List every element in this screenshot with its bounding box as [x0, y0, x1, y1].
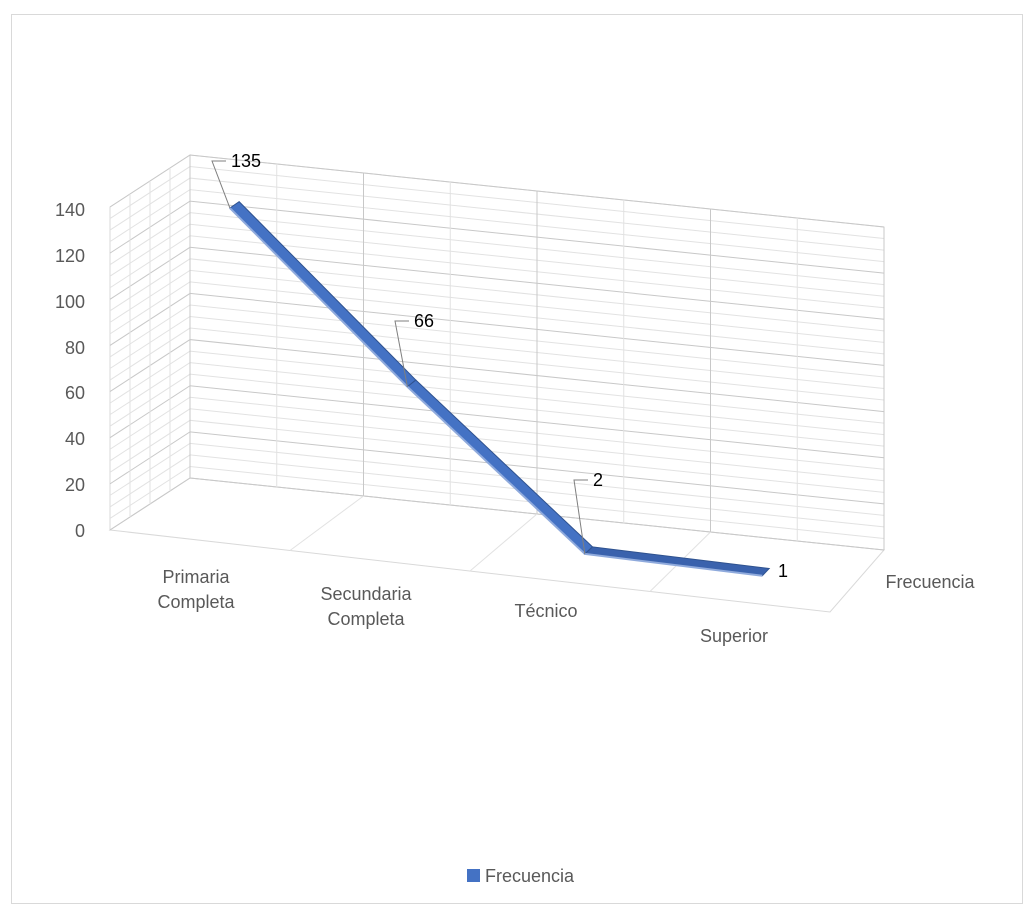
y-tick-label: 120	[55, 246, 85, 266]
minor-gridline	[109, 465, 885, 539]
data-label: 1	[778, 561, 788, 581]
x-category-label: Técnico	[514, 601, 577, 621]
x-category-label: Completa	[157, 592, 235, 612]
data-label-leaders	[211, 160, 588, 554]
y-tick-label: 20	[65, 475, 85, 495]
chart-series	[229, 200, 771, 577]
x-category-label: Completa	[327, 609, 405, 629]
y-tick-label: 40	[65, 429, 85, 449]
y-tick-label: 60	[65, 383, 85, 403]
series-ribbon-edge	[229, 207, 409, 388]
series-ribbon-segment	[229, 200, 417, 388]
leader-line	[211, 160, 231, 209]
floor-separator	[289, 495, 364, 551]
legend-label: Frecuencia	[485, 866, 575, 886]
data-label: 66	[414, 311, 434, 331]
y-tick-label: 80	[65, 338, 85, 358]
y-tick-label: 100	[55, 292, 85, 312]
chart-gridlines	[109, 154, 885, 592]
data-label: 135	[231, 151, 261, 171]
series-ribbon-segment	[583, 546, 771, 577]
x-category-label: Secundaria	[320, 584, 412, 604]
depth-axis-label: Frecuencia	[885, 572, 975, 592]
series-ribbon-edge	[406, 386, 586, 555]
minor-gridline	[109, 442, 885, 516]
series-ribbon-edge	[584, 552, 763, 577]
x-category-label: Primaria	[162, 567, 230, 587]
y-tick-label: 140	[55, 200, 85, 220]
y-tick-label: 0	[75, 521, 85, 541]
major-gridline	[109, 477, 885, 551]
chart-walls	[108, 154, 886, 613]
x-category-label: Superior	[700, 626, 768, 646]
leader-line	[394, 320, 409, 387]
chart-frame	[11, 14, 1023, 904]
legend-swatch	[467, 869, 480, 882]
floor-separator	[469, 513, 538, 572]
data-label: 2	[593, 470, 603, 490]
leader-line	[573, 479, 588, 554]
